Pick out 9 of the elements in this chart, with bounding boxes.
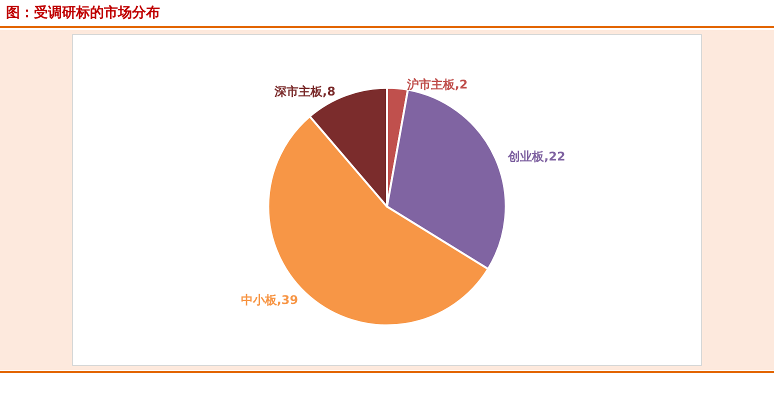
slice-label: 创业板: [507, 149, 546, 164]
text: 图：受调研标的市场分布: [6, 4, 160, 22]
data-label: ,39: [276, 292, 298, 307]
slice-label: 深市主板: [274, 84, 324, 98]
slice-label: 沪市主板: [406, 77, 456, 92]
data-label: ,22: [544, 149, 566, 164]
slice-label: 中小板: [240, 292, 278, 307]
data-label: ,8: [322, 84, 336, 98]
data-label: ,2: [454, 77, 468, 92]
